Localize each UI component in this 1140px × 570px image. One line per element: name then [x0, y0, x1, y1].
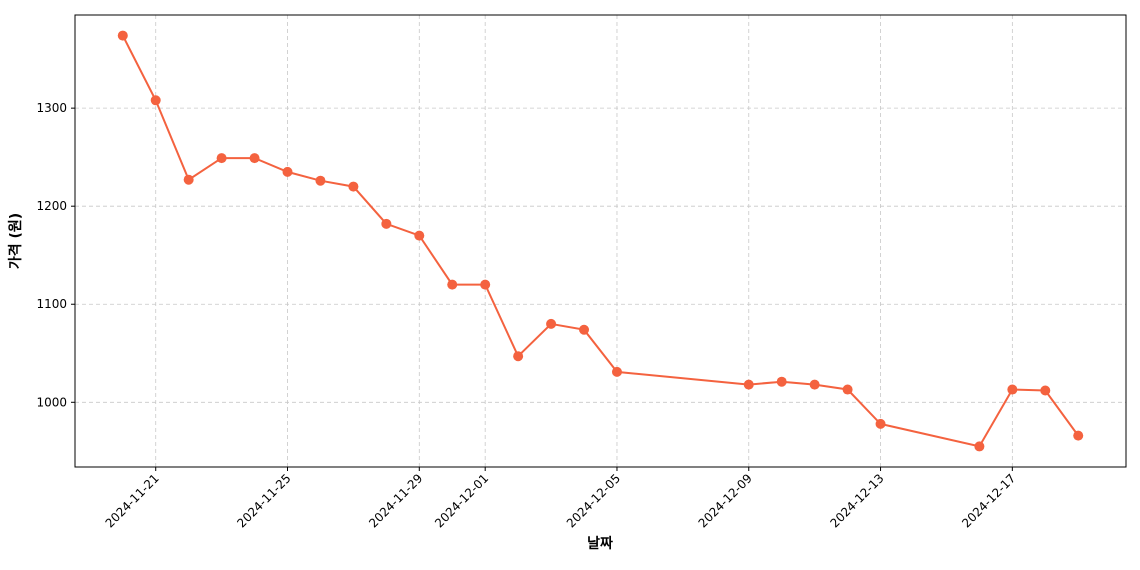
x-tick-label: 2024-12-09 [696, 471, 755, 530]
x-tick-label: 2024-12-05 [564, 471, 623, 530]
point [447, 279, 458, 290]
y-tick-label: 1000 [36, 395, 67, 409]
point [348, 181, 359, 192]
point [381, 218, 392, 229]
point [1073, 430, 1084, 441]
point [315, 175, 326, 186]
point [809, 379, 820, 390]
point [776, 376, 787, 387]
x-axis-label: 날짜 [587, 536, 613, 552]
point [743, 379, 754, 390]
point [216, 153, 227, 164]
y-axis-label: 가격 (원) [7, 213, 24, 269]
x-tick-label: 2024-12-01 [432, 471, 491, 530]
point [183, 174, 194, 185]
point [974, 441, 985, 452]
point [150, 95, 161, 106]
point [579, 324, 590, 335]
point [875, 418, 886, 429]
point [117, 30, 128, 41]
line [121, 35, 1080, 448]
point [546, 318, 557, 329]
x-tick-label: 2024-11-25 [234, 471, 293, 530]
point [414, 230, 425, 241]
point [1040, 385, 1051, 396]
y-tick-label: 1300 [36, 101, 67, 115]
x-tick-label: 2024-11-29 [366, 471, 425, 530]
x-tick-label: 2024-11-21 [103, 471, 162, 530]
point [480, 279, 491, 290]
point [842, 384, 853, 395]
x-tick-label: 2024-12-13 [827, 471, 886, 530]
x-tick-label: 2024-12-17 [959, 471, 1018, 530]
point [1007, 384, 1018, 395]
y-tick-label: 1100 [36, 297, 67, 311]
plot-frame [74, 14, 1127, 468]
point [611, 366, 622, 377]
y-tick-label: 1200 [36, 199, 67, 213]
point [249, 153, 260, 164]
point [282, 166, 293, 177]
point [513, 351, 524, 362]
